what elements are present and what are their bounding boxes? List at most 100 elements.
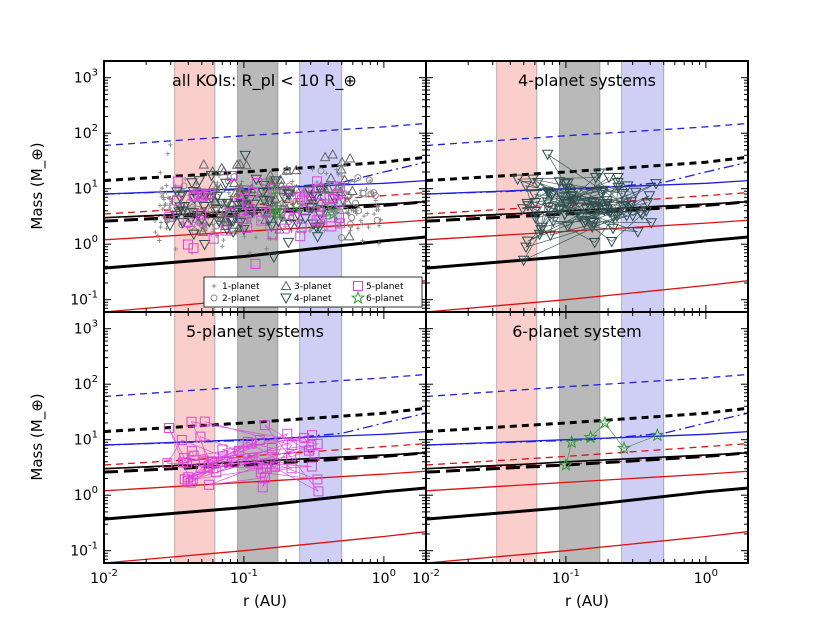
point-4-planet	[171, 187, 183, 198]
x-tick-label: 10-1	[552, 568, 580, 587]
point-5-planet	[306, 461, 317, 472]
point-5-planet	[333, 189, 344, 200]
point-5-planet	[289, 212, 300, 223]
point-1-planet	[366, 225, 371, 230]
point-4-planet	[650, 179, 662, 190]
point-4-planet	[278, 193, 291, 204]
point-3-planet	[198, 159, 210, 169]
point-4-planet	[546, 189, 559, 200]
legend-label: 2-planet	[222, 294, 260, 304]
point-1-planet	[343, 189, 349, 195]
point-3-planet	[290, 164, 302, 175]
point-5-planet	[198, 456, 209, 467]
point-1-planet	[158, 220, 164, 225]
point-4-planet	[553, 204, 566, 215]
point-2-planet	[348, 214, 356, 222]
point-4-planet	[520, 181, 532, 192]
point-5-planet	[176, 434, 187, 445]
point-4-planet	[284, 220, 297, 231]
panel-all-kois: all KOIs: R_pl < 10 R_⊕ 10-1 100 101 102 103 1…	[70, 60, 427, 313]
point-6-planet	[597, 415, 613, 430]
point-5-planet	[218, 451, 229, 462]
curve-red-solid-upper	[426, 219, 748, 241]
plot-area	[426, 312, 748, 563]
point-1-planet	[247, 250, 253, 256]
point-5-planet	[286, 463, 297, 474]
point-4-planet	[268, 252, 280, 264]
point-2-planet	[278, 214, 286, 222]
point-5-planet	[186, 416, 197, 427]
point-4-planet	[641, 198, 654, 209]
legend-marker	[280, 293, 292, 305]
curve-black-solid-thin	[426, 452, 748, 470]
point-4-planet	[541, 197, 554, 209]
point-5-planet	[194, 189, 205, 200]
point-4-planet	[187, 208, 200, 219]
point-1-planet	[314, 179, 320, 185]
point-1-planet	[371, 211, 377, 217]
point-1-planet	[256, 218, 262, 223]
x-tick-label: 100	[372, 568, 396, 587]
point-1-planet	[226, 190, 231, 195]
point-1-planet	[307, 228, 313, 234]
point-1-planet	[157, 190, 163, 195]
point-6-planet	[583, 429, 598, 444]
point-5-planet	[182, 239, 193, 250]
point-1-planet	[334, 167, 339, 172]
point-1-planet	[239, 179, 244, 184]
point-1-planet	[339, 173, 345, 179]
point-4-planet	[213, 217, 225, 228]
point-1-planet	[289, 228, 294, 234]
point-4-planet	[636, 209, 648, 221]
point-5-planet	[307, 430, 318, 441]
point-4-planet	[605, 236, 618, 248]
point-5-planet	[162, 458, 173, 469]
point-1-planet	[253, 235, 259, 240]
point-1-planet	[157, 203, 163, 208]
point-5-planet	[312, 438, 323, 449]
point-5-planet	[250, 258, 261, 269]
point-4-planet	[626, 211, 639, 222]
x-tick-label: 100	[694, 568, 718, 587]
point-2-planet	[338, 234, 346, 242]
point-1-planet	[378, 217, 383, 223]
series-6-planet	[558, 415, 665, 472]
point-1-planet	[161, 195, 166, 200]
point-2-planet	[220, 199, 228, 207]
point-1-planet	[322, 228, 327, 233]
point-4-planet	[612, 172, 624, 184]
curve-black-solid-thin	[104, 452, 426, 470]
point-1-planet	[167, 196, 172, 201]
curve-black-dashed	[104, 155, 426, 183]
point-5-planet	[269, 461, 280, 472]
point-3-planet	[230, 187, 241, 198]
y-tick-label: 100	[74, 234, 98, 253]
point-5-planet	[313, 210, 324, 221]
point-5-planet	[246, 438, 257, 449]
point-2-planet	[200, 225, 208, 233]
point-1-planet	[360, 222, 365, 227]
point-1-planet	[164, 183, 169, 188]
point-5-planet	[186, 446, 197, 457]
x-axis-label: r (AU)	[565, 592, 609, 610]
point-4-planet	[522, 201, 534, 212]
point-5-planet	[188, 190, 199, 201]
point-4-planet	[227, 227, 240, 239]
legend: 1-planet 2-planet 3-planet 4-planet 5-planet…	[203, 276, 423, 308]
point-1-planet	[159, 185, 165, 191]
point-6-planet	[564, 434, 579, 449]
point-1-planet	[324, 171, 329, 176]
point-5-planet	[245, 204, 256, 215]
point-3-planet	[218, 165, 230, 176]
point-6-planet	[289, 198, 304, 212]
point-4-planet	[299, 213, 312, 225]
point-4-planet	[531, 177, 544, 189]
point-5-planet	[182, 216, 193, 227]
point-3-planet	[234, 158, 246, 169]
legend-label: 5-planet	[366, 282, 404, 292]
point-4-planet	[520, 242, 532, 254]
plot-area	[104, 312, 426, 563]
point-5-planet	[248, 187, 259, 198]
point-1-planet	[164, 190, 169, 195]
point-4-planet	[561, 221, 574, 233]
